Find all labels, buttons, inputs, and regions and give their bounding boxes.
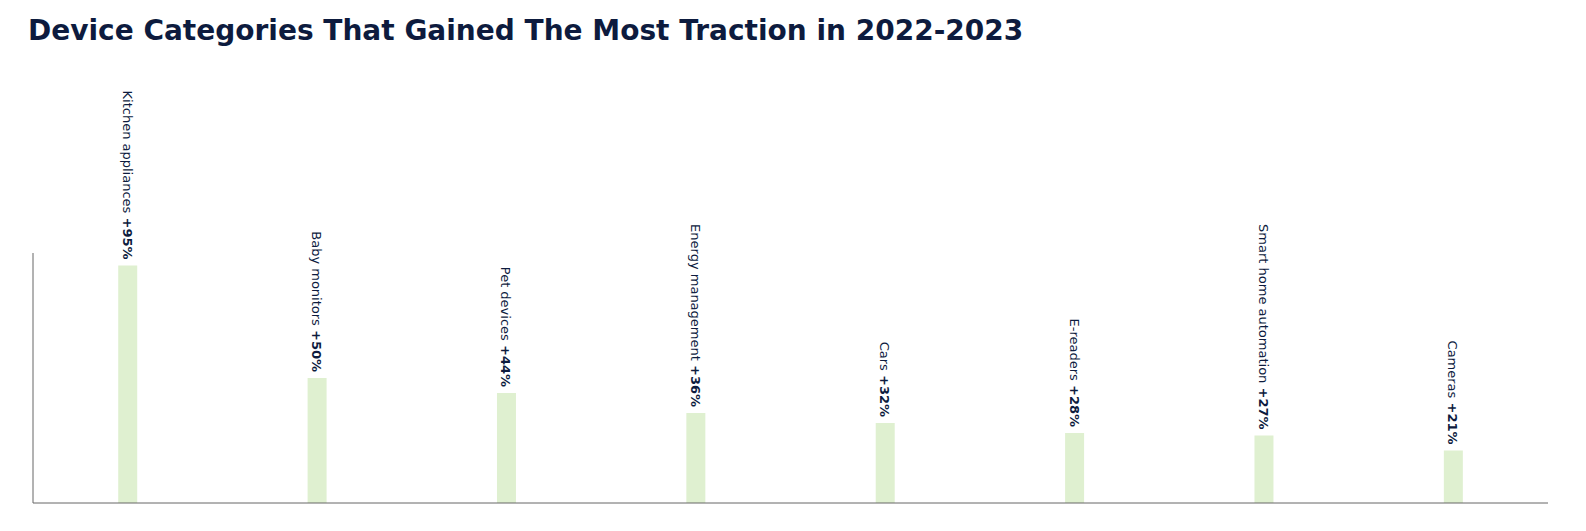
svg-text:Smart home automation +27%: Smart home automation +27% — [1256, 224, 1271, 429]
svg-text:Energy management +36%: Energy management +36% — [688, 224, 703, 407]
svg-text:E-readers +28%: E-readers +28% — [1067, 319, 1082, 427]
svg-text:Cameras +21%: Cameras +21% — [1446, 341, 1461, 445]
svg-text:Baby monitors +50%: Baby monitors +50% — [310, 231, 325, 372]
svg-text:Kitchen appliances +95%: Kitchen appliances +95% — [120, 91, 135, 260]
html-text:Device Categories That Gained: Device Categories That Gained The Most T… — [28, 14, 1024, 47]
svg-text:Cars +32%: Cars +32% — [878, 342, 893, 417]
svg-text:Pet devices +44%: Pet devices +44% — [499, 267, 514, 387]
